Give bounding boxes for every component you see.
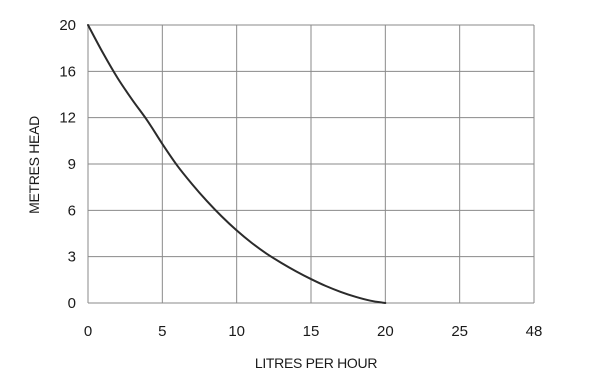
y-tick-label: 12 bbox=[59, 110, 76, 127]
y-tick-label: 3 bbox=[68, 249, 76, 266]
pump-curve-line bbox=[87, 24, 387, 304]
x-tick-label: 10 bbox=[228, 323, 245, 340]
y-tick-label: 9 bbox=[68, 156, 76, 173]
grid bbox=[87, 24, 535, 304]
y-tick-label: 20 bbox=[59, 17, 76, 34]
y-tick-label: 0 bbox=[68, 295, 76, 312]
x-tick-label: 15 bbox=[303, 323, 320, 340]
x-tick-label: 48 bbox=[526, 323, 543, 340]
y-tick-labels: 0 3 6 9 12 16 20 bbox=[59, 17, 76, 312]
y-tick-label: 16 bbox=[59, 63, 76, 80]
x-tick-label: 0 bbox=[84, 323, 92, 340]
y-tick-label: 6 bbox=[68, 202, 76, 219]
y-axis-label: METRES HEAD bbox=[26, 116, 42, 214]
x-tick-label: 5 bbox=[158, 323, 166, 340]
x-tick-labels: 0 5 10 15 20 25 48 bbox=[84, 323, 543, 340]
x-axis-label: LITRES PER HOUR bbox=[255, 355, 377, 371]
curve-layer bbox=[87, 24, 387, 304]
x-tick-label: 20 bbox=[377, 323, 394, 340]
x-tick-label: 25 bbox=[451, 323, 468, 340]
